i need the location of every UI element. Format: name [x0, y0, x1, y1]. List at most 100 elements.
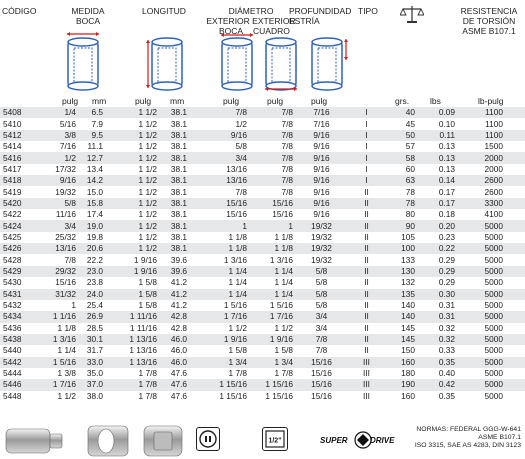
table-row: 5448 1 1/2 38.0 1 7/8 47.6 1 15/16 1 15/16 15/1…	[0, 390, 525, 402]
cell-longitud-pulg: 1 9/16	[109, 254, 163, 266]
cell-diametro-cuadro: 1 3/16	[253, 254, 299, 266]
cell-medida-pulg: 29/32	[30, 265, 82, 278]
cell-longitud-mm: 38.1	[163, 197, 193, 210]
cell-resistencia: 5000	[461, 322, 525, 334]
cell-grs: 60	[389, 163, 421, 176]
cell-grs: 145	[389, 333, 421, 346]
cell-diametro-boca: 1/2	[193, 118, 253, 130]
cell-longitud-mm: 46.0	[163, 356, 193, 368]
cell-medida-mm: 24.0	[82, 288, 109, 300]
cell-lbs: 0.35	[421, 356, 461, 368]
cell-longitud-pulg: 1 5/8	[109, 288, 163, 300]
cell-tipo: I	[344, 107, 389, 119]
cell-longitud-pulg: 1 13/16	[109, 345, 163, 357]
cell-grs: 105	[389, 231, 421, 244]
cell-diametro-boca: 5/8	[193, 141, 253, 153]
table-row: 5418 9/16 14.2 1 1/2 38.1 13/16 7/8 9/16 I 63 0.14…	[0, 175, 525, 187]
cell-diametro-boca: 3/4	[193, 152, 253, 164]
unit-label: grs.	[395, 96, 410, 106]
cell-longitud-pulg: 1 1/2	[109, 197, 163, 210]
cell-grs: 160	[389, 356, 421, 368]
cell-longitud-pulg: 1 13/16	[109, 356, 163, 368]
cell-tipo: II	[344, 220, 389, 232]
cell-medida-mm: 14.2	[82, 175, 109, 187]
cell-longitud-mm: 38.1	[163, 118, 193, 130]
cell-diametro-cuadro: 1 15/16	[253, 390, 299, 402]
cell-medida-pulg: 15/16	[30, 277, 82, 289]
cell-profundidad: 9/16	[299, 152, 344, 164]
cell-tipo: I	[344, 152, 389, 164]
cell-medida-pulg: 1 5/16	[30, 356, 82, 368]
table-row: 5420 5/8 15.8 1 1/2 38.1 15/16 15/16 9/16 II 78 0.…	[0, 197, 525, 210]
cell-profundidad: 5/8	[299, 288, 344, 300]
cell-longitud-pulg: 1 1/2	[109, 163, 163, 176]
cell-longitud-pulg: 1 1/2	[109, 152, 163, 164]
cell-profundidad: 15/16	[299, 356, 344, 368]
cell-lbs: 0.13	[421, 152, 461, 164]
cell-lbs: 0.30	[421, 288, 461, 300]
cell-grs: 40	[389, 107, 421, 119]
cell-resistencia: 5000	[461, 299, 525, 312]
cell-diametro-cuadro: 1 1/8	[253, 243, 299, 255]
cell-grs: 57	[389, 141, 421, 153]
cell-grs: 80	[389, 209, 421, 221]
cell-grs: 58	[389, 152, 421, 164]
cell-grs: 132	[389, 277, 421, 289]
standards-text: NORMAS: FEDERAL GGG-W-641 ASME B107.1 IS…	[414, 426, 521, 450]
cell-resistencia: 5000	[461, 243, 525, 255]
cell-diametro-boca: 13/16	[193, 175, 253, 187]
cell-medida-mm: 26.9	[82, 311, 109, 323]
cell-longitud-pulg: 1 11/16	[109, 311, 163, 323]
cell-grs: 45	[389, 118, 421, 130]
cell-lbs: 0.29	[421, 265, 461, 278]
cell-profundidad: 5/8	[299, 265, 344, 278]
cell-longitud-pulg: 1 7/8	[109, 367, 163, 380]
cell-medida-pulg: 1 7/16	[30, 379, 82, 391]
cell-diametro-boca: 1 5/8	[193, 345, 253, 357]
cell-grs: 145	[389, 322, 421, 334]
cell-resistencia: 5000	[461, 277, 525, 289]
footer: 1/2" SUPER DRIVE NORMAS: FEDERAL GGG-W-6…	[0, 422, 525, 459]
cell-diametro-boca: 15/16	[193, 197, 253, 210]
unit-label: pulg	[135, 96, 152, 106]
cell-profundidad: 9/16	[299, 186, 344, 198]
cell-medida-mm: 23.8	[82, 277, 109, 289]
cell-diametro-boca: 1 7/16	[193, 311, 253, 323]
cell-medida-pulg: 7/16	[30, 141, 82, 153]
cell-lbs: 0.29	[421, 277, 461, 289]
socket-longitud-diagram	[146, 37, 183, 91]
cell-tipo: II	[344, 186, 389, 198]
cell-lbs: 0.32	[421, 333, 461, 346]
cell-longitud-pulg: 1 7/8	[109, 379, 163, 391]
cell-medida-mm: 35.0	[82, 367, 109, 380]
cell-medida-pulg: 1 1/2	[30, 390, 82, 402]
cell-resistencia: 5000	[461, 367, 525, 380]
cell-longitud-pulg: 1 1/2	[109, 231, 163, 244]
cell-resistencia: 5000	[461, 231, 525, 244]
cell-resistencia: 5000	[461, 379, 525, 391]
cell-longitud-mm: 47.6	[163, 390, 193, 402]
cell-diametro-cuadro: 1 1/4	[253, 288, 299, 300]
cell-profundidad: 9/16	[299, 175, 344, 187]
cell-tipo: I	[344, 141, 389, 153]
cell-tipo: II	[344, 299, 389, 312]
cell-longitud-mm: 38.1	[163, 243, 193, 255]
svg-text:SUPER: SUPER	[320, 436, 348, 445]
unit-label: pulg	[223, 96, 240, 106]
cell-diametro-cuadro: 1 5/16	[253, 299, 299, 312]
cell-medida-pulg: 1/4	[30, 107, 82, 119]
cell-profundidad: 9/16	[299, 209, 344, 221]
cell-medida-pulg: 5/16	[30, 118, 82, 130]
table-row: 5414 7/16 11.1 1 1/2 38.1 5/8 7/8 9/16 I 57 0.13 15…	[0, 141, 525, 153]
table-row: 5438 1 3/16 30.1 1 13/16 46.0 1 9/16 1 9/16 7/8…	[0, 333, 525, 346]
cell-diametro-boca: 1 1/4	[193, 265, 253, 278]
col-header-resistencia: RESISTENCIA DE TORSIÓN ASME B107.1	[460, 6, 518, 36]
cell-tipo: I	[344, 175, 389, 187]
cell-tipo: II	[344, 288, 389, 300]
svg-text:1/2": 1/2"	[268, 438, 281, 445]
table-row: 5417 17/32 13.4 1 1/2 38.1 13/16 7/8 9/16 I 60 0.1…	[0, 163, 525, 176]
cell-grs: 100	[389, 243, 421, 255]
cell-grs: 140	[389, 311, 421, 323]
cell-diametro-cuadro: 1 1/4	[253, 265, 299, 278]
superdrive-logo: SUPER DRIVE	[320, 431, 395, 449]
